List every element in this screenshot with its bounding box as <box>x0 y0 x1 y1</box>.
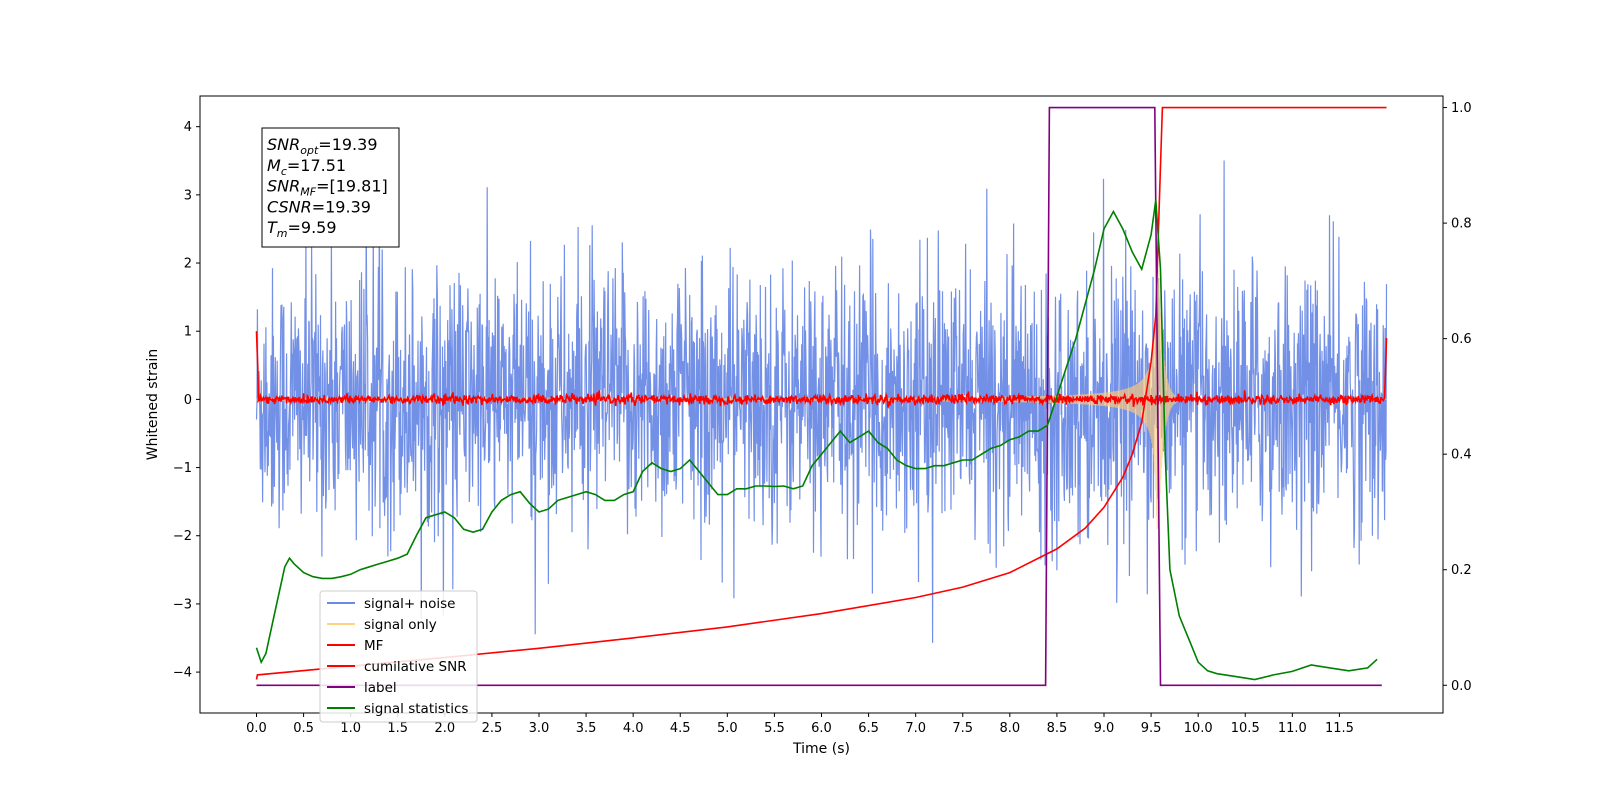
x-axis-label: Time (s) <box>792 741 850 757</box>
x-tick-label: 9.5 <box>1141 721 1162 736</box>
series-signal-statistics <box>255 199 1378 681</box>
series-signal-noise <box>255 153 1388 643</box>
y-right-tick-label: 0.2 <box>1451 563 1472 578</box>
legend-label: signal only <box>364 617 437 633</box>
legend-label: signal statistics <box>364 701 468 717</box>
x-tick-label: 1.5 <box>387 721 408 736</box>
x-tick-label: 10.5 <box>1231 721 1260 736</box>
x-tick-label: 4.5 <box>670 721 691 736</box>
x-tick-label: 6.5 <box>858 721 879 736</box>
legend-label: MF <box>364 638 383 654</box>
legend-item[interactable]: signal only <box>327 617 437 633</box>
axes: 0.0 0.5 1.0 1.5 2.0 2.5 3.0 3.5 4.0 4.5 5.0 5.5 6.0 6… <box>173 95 1472 736</box>
y-left-tick-label: 1 <box>184 325 192 340</box>
y-left-tick-label: 2 <box>184 257 192 272</box>
legend-item[interactable]: label <box>327 680 397 696</box>
series-mf <box>255 331 1388 408</box>
x-tick-label: 1.0 <box>340 721 361 736</box>
x-tick-label: 2.0 <box>434 721 455 736</box>
x-tick-label: 6.0 <box>811 721 832 736</box>
plot-area <box>255 106 1388 687</box>
x-tick-label: 3.5 <box>576 721 597 736</box>
x-tick-label: 8.0 <box>999 721 1020 736</box>
annotation-line: SNRMF=[19.81] <box>267 177 388 199</box>
series-label <box>256 106 1382 687</box>
x-tick-label: 8.5 <box>1047 721 1068 736</box>
x-tick-label: 7.5 <box>952 721 973 736</box>
legend-item[interactable]: signal statistics <box>327 701 468 717</box>
x-tick-label: 3.0 <box>529 721 550 736</box>
x-tick-label: 10.0 <box>1184 721 1213 736</box>
y-left-tick-label: −1 <box>173 461 192 476</box>
x-tick-label: 11.0 <box>1278 721 1307 736</box>
y-right-tick-label: 1.0 <box>1451 101 1472 116</box>
series-cumulative-snr <box>255 106 1387 680</box>
legend-label: signal+ noise <box>364 596 455 612</box>
x-tick-label: 7.0 <box>905 721 926 736</box>
legend-item[interactable]: MF <box>327 638 383 654</box>
y-axis-label-left: Whitened strain <box>145 349 161 460</box>
y-left-tick-label: 4 <box>184 120 192 135</box>
annotation-line: SNRopt=19.39 <box>267 135 378 157</box>
y-right-tick-label: 0.8 <box>1451 217 1472 232</box>
x-tick-label: 11.5 <box>1325 721 1354 736</box>
y-right-tick-label: 0.0 <box>1451 679 1472 694</box>
x-tick-label: 0.5 <box>293 721 314 736</box>
legend-item[interactable]: signal+ noise <box>327 596 455 612</box>
x-tick-label: 2.5 <box>482 721 503 736</box>
x-tick-label: 5.0 <box>717 721 738 736</box>
x-tick-label: 0.0 <box>246 721 267 736</box>
x-tick-label: 4.0 <box>623 721 644 736</box>
y-left-tick-label: −2 <box>173 529 192 544</box>
legend-label: label <box>364 680 397 696</box>
legend[interactable]: signal+ noise signal only MF cumilative SNR… <box>319 590 478 723</box>
y-right-tick-label: 0.4 <box>1451 448 1472 463</box>
legend-frame <box>319 590 478 723</box>
y-left-tick-label: −4 <box>173 666 192 681</box>
legend-item[interactable]: cumilative SNR <box>327 659 467 675</box>
annotation-line: Tm=9.59 <box>267 218 337 240</box>
y-left-tick-label: 3 <box>184 188 192 203</box>
annotation-box-frame <box>261 127 400 248</box>
annotation-box: SNRopt=19.39Mc=17.51SNRMF=[19.81]CSNR=19… <box>261 127 400 248</box>
x-tick-label: 5.5 <box>764 721 785 736</box>
annotation-line: CSNR=19.39 <box>267 197 371 216</box>
x-tick-label: 9.0 <box>1094 721 1115 736</box>
y-left-tick-label: 0 <box>184 393 192 408</box>
y-left-tick-label: −3 <box>173 597 192 612</box>
annotation-line: Mc=17.51 <box>267 156 346 178</box>
y-right-tick-label: 0.6 <box>1451 332 1472 347</box>
legend-label: cumilative SNR <box>364 659 467 675</box>
